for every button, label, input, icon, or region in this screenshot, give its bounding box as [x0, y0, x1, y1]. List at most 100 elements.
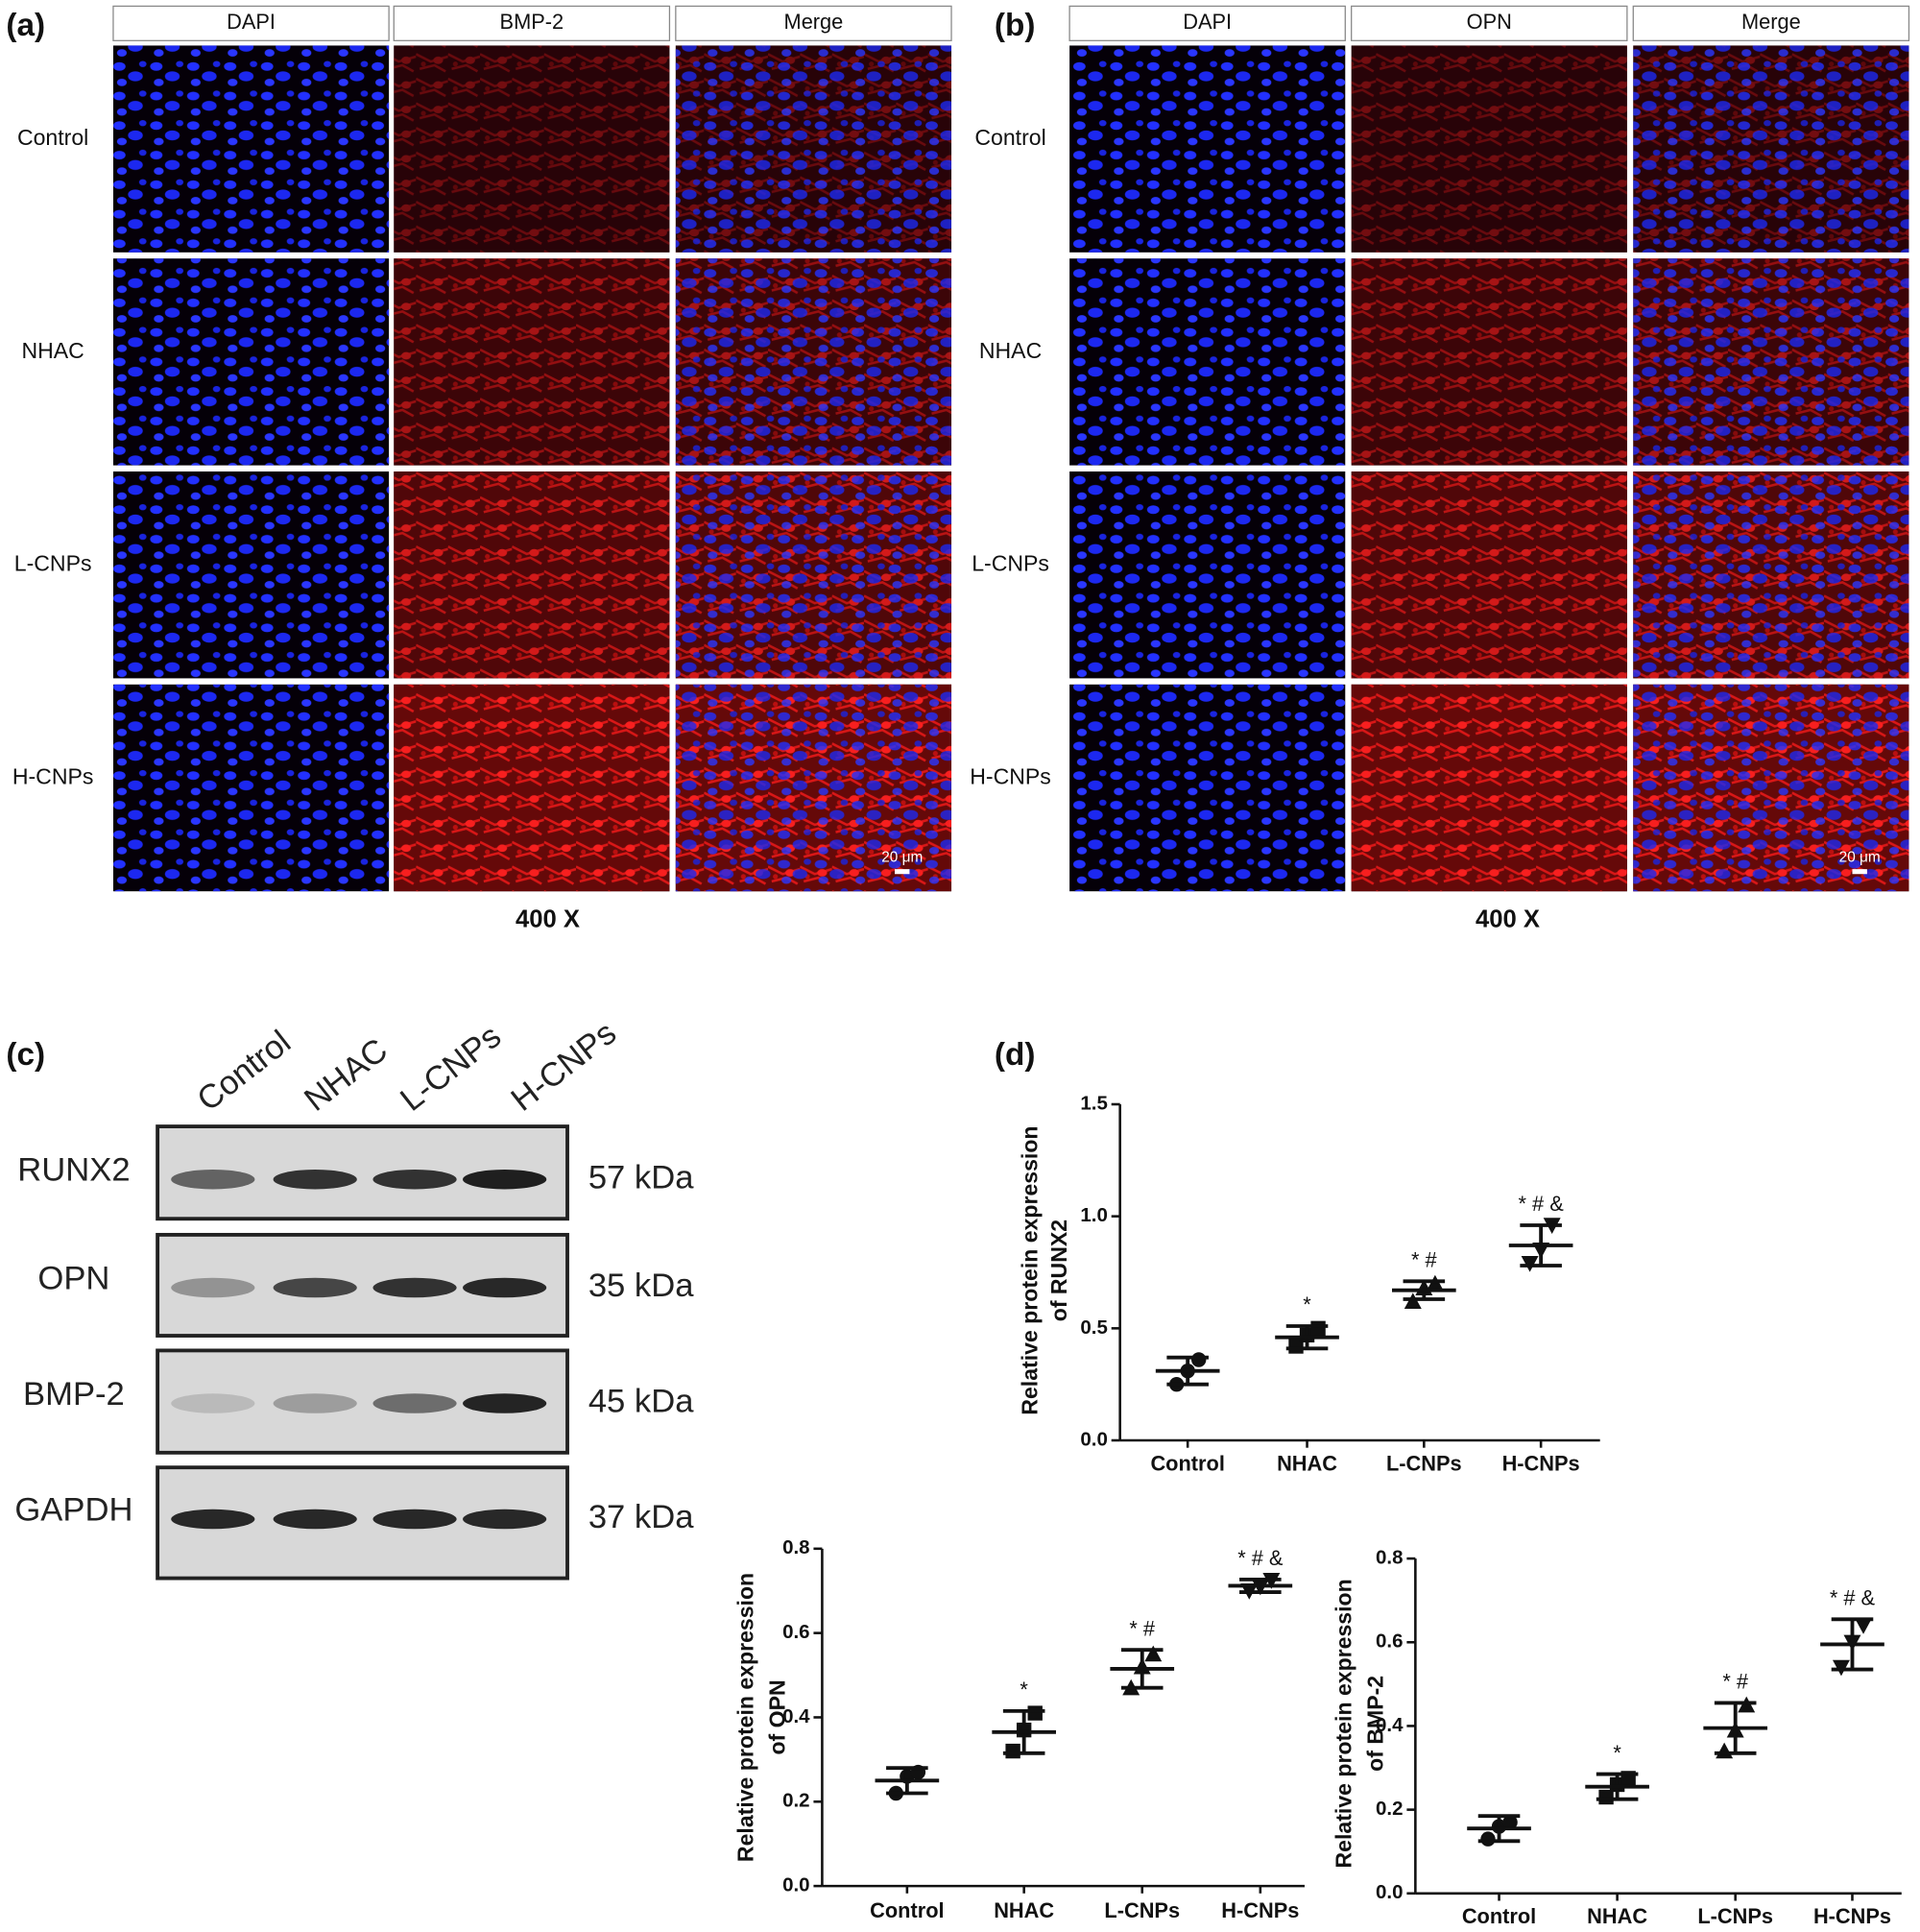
y-tick-label: 0.4: [1376, 1714, 1404, 1736]
y-tick-label: 0.2: [1376, 1798, 1404, 1820]
data-point: [1310, 1320, 1326, 1337]
significance-label: * #: [1722, 1670, 1748, 1694]
data-point: [1027, 1705, 1043, 1721]
row-label: H-CNPs: [970, 763, 1051, 788]
image-nuclei: [1633, 258, 1909, 466]
data-point: [1598, 1789, 1614, 1805]
image-red-signal: [394, 45, 670, 253]
row-label: L-CNPs: [14, 551, 92, 576]
column-header-box: [1351, 5, 1628, 41]
y-tick-label: 0.5: [1080, 1316, 1108, 1339]
column-header: Merge: [784, 10, 844, 34]
image-nuclei: [1633, 684, 1909, 892]
scale-bar-label: 20 μm: [881, 850, 923, 866]
y-tick-label: 0.8: [1376, 1546, 1404, 1568]
blot-band: [463, 1169, 547, 1190]
blot-band: [463, 1277, 547, 1298]
blot-band: [372, 1393, 457, 1413]
y-axis-label: Relative protein expression: [1331, 1579, 1356, 1868]
image-red-signal: [394, 258, 670, 466]
magnification: 400 X: [1476, 906, 1540, 933]
image-nuclei: [675, 45, 952, 253]
y-tick-label: 0.0: [1376, 1881, 1404, 1903]
image-red-signal: [1351, 684, 1627, 892]
image-nuclei: [675, 471, 952, 679]
blot-band: [171, 1509, 255, 1530]
image-nuclei: [1069, 471, 1346, 679]
image-red-signal: [1351, 258, 1627, 466]
blot-band: [171, 1277, 255, 1298]
x-tick-label: Control: [1150, 1451, 1224, 1475]
row-label: NHAC: [979, 338, 1042, 363]
column-header-box: [1068, 5, 1346, 41]
image-nuclei: [1069, 684, 1346, 892]
protein-label: GAPDH: [14, 1491, 132, 1528]
y-tick-label: 0.2: [782, 1790, 809, 1812]
column-header: OPN: [1467, 10, 1512, 34]
y-axis-label: of OPN: [765, 1679, 790, 1754]
data-point: [1144, 1645, 1163, 1662]
image-nuclei: [112, 471, 390, 679]
significance-label: *: [1613, 1741, 1621, 1765]
blot-band: [273, 1169, 357, 1190]
blot-membrane: [156, 1232, 569, 1338]
column-header: Merge: [1741, 10, 1801, 34]
blot-band: [463, 1393, 547, 1413]
protein-label: OPN: [37, 1260, 109, 1296]
image-nuclei: [112, 684, 390, 892]
significance-label: *: [1020, 1678, 1028, 1702]
data-point: [1502, 1815, 1518, 1830]
row-label: H-CNPs: [12, 763, 94, 788]
image-red-signal: [1351, 45, 1627, 253]
weight-label: 35 kDa: [588, 1268, 694, 1304]
scale-bar: [895, 869, 910, 875]
data-point: [1480, 1831, 1496, 1847]
column-header-box: [112, 5, 390, 41]
y-tick-label: 0.6: [782, 1621, 809, 1643]
y-tick-label: 0.6: [1376, 1630, 1404, 1653]
blot-band: [273, 1277, 357, 1298]
column-header: DAPI: [227, 10, 276, 34]
column-header-box: [675, 5, 952, 41]
y-tick-label: 0.0: [782, 1874, 809, 1896]
y-tick-label: 1.5: [1080, 1092, 1108, 1114]
panel-label: (d): [995, 1037, 1036, 1073]
row-label: NHAC: [21, 338, 84, 363]
weight-label: 37 kDa: [588, 1499, 694, 1535]
weight-label: 45 kDa: [588, 1384, 694, 1420]
x-tick-label: L-CNPs: [1386, 1451, 1462, 1475]
y-tick-label: 1.0: [1080, 1204, 1108, 1226]
image-nuclei: [1069, 258, 1346, 466]
image-nuclei: [1633, 471, 1909, 679]
x-tick-label: NHAC: [994, 1898, 1054, 1922]
data-point: [1005, 1743, 1020, 1759]
row-label: Control: [974, 125, 1045, 150]
image-nuclei: [1633, 45, 1909, 253]
column-header: DAPI: [1183, 10, 1232, 34]
y-axis-label: of RUNX2: [1046, 1220, 1071, 1321]
column-header-box: [393, 5, 671, 41]
image-nuclei: [112, 258, 390, 466]
blot-band: [273, 1509, 357, 1530]
protein-label: RUNX2: [17, 1152, 130, 1189]
panel-label: (a): [6, 8, 45, 43]
x-tick-label: L-CNPs: [1697, 1904, 1773, 1928]
weight-label: 57 kDa: [588, 1159, 694, 1195]
blot-band: [372, 1509, 457, 1530]
x-tick-label: H-CNPs: [1221, 1898, 1299, 1922]
y-axis-label: Relative protein expression: [732, 1573, 757, 1862]
significance-label: * #: [1411, 1248, 1437, 1272]
x-tick-label: H-CNPs: [1813, 1904, 1891, 1928]
blot-band: [372, 1277, 457, 1298]
image-nuclei: [675, 684, 952, 892]
column-header-box: [1632, 5, 1910, 41]
y-tick-label: 0.4: [782, 1705, 810, 1727]
x-tick-label: Control: [870, 1898, 944, 1922]
scale-bar: [1852, 869, 1867, 875]
data-point: [1855, 1618, 1872, 1634]
significance-label: * # &: [1237, 1546, 1284, 1570]
significance-label: *: [1303, 1292, 1311, 1316]
row-label: L-CNPs: [972, 551, 1049, 576]
protein-label: BMP-2: [23, 1376, 125, 1413]
